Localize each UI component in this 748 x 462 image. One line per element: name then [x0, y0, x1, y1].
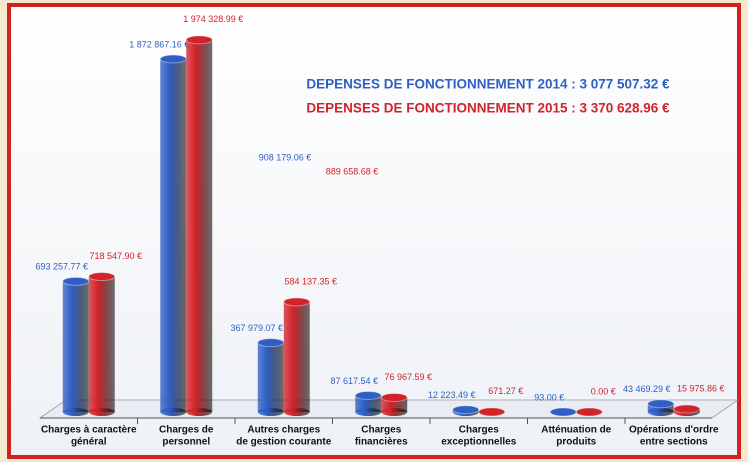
bar-body [283, 301, 310, 412]
value-label: 12 223.49 € [428, 390, 476, 400]
bar-top [380, 392, 408, 402]
bar-top [647, 399, 675, 409]
x-tick-label: Opérations d'ordre [629, 425, 719, 436]
bar [283, 297, 311, 416]
value-label: 693 257.77 € [35, 262, 88, 272]
bar-top [575, 407, 603, 417]
bar-body [355, 395, 382, 412]
frame [7, 3, 741, 459]
bar [62, 276, 90, 416]
value-label: 43 469.29 € [623, 384, 671, 394]
value-label: 87 617.54 € [330, 376, 378, 386]
x-tick-label: exceptionnelles [441, 437, 516, 448]
x-tick-label: général [71, 437, 107, 448]
bar-top [159, 54, 187, 64]
bar-top [88, 272, 116, 282]
bar [647, 399, 675, 416]
x-tick-label: Charges de [159, 425, 214, 436]
bar-body [88, 276, 115, 412]
bar-top [673, 404, 701, 414]
value-label: 1 872 867.16 € [129, 39, 189, 49]
annotation: 908 179.06 € [259, 152, 312, 162]
value-label: 584 137.35 € [284, 276, 337, 286]
bar [380, 392, 408, 416]
bar [88, 272, 116, 416]
bar-top [185, 35, 213, 45]
value-label: 367 979.07 € [230, 323, 283, 333]
x-tick-label: Charges [361, 425, 401, 436]
x-tick-label: Charges [459, 425, 499, 436]
bar [549, 407, 577, 417]
bar [354, 390, 382, 416]
value-label: 93.00 € [534, 392, 564, 402]
x-tick-label: Autres charges [247, 425, 320, 436]
bar-body [257, 342, 284, 412]
annotation: 889 658.68 € [326, 166, 379, 176]
bar [257, 338, 285, 416]
x-tick-label: Charges à caractère [41, 425, 137, 436]
bar [159, 54, 187, 416]
x-tick-label: entre sections [640, 437, 708, 448]
bar-top [478, 407, 506, 417]
legend-entry: DEPENSES DE FONCTIONNEMENT 2014 : 3 077 … [306, 77, 670, 92]
bar [185, 35, 213, 416]
x-tick-label: de gestion courante [236, 437, 331, 448]
bar [478, 407, 506, 417]
x-tick-label: Atténuation de [541, 425, 611, 436]
bar-body [160, 58, 187, 412]
x-tick-label: financières [355, 437, 408, 448]
value-label: 718 547.90 € [89, 251, 142, 261]
bar-top [452, 405, 480, 415]
bar-body [381, 397, 408, 412]
bar-body [647, 403, 674, 412]
bar [575, 407, 603, 417]
value-label: 76 967.59 € [384, 372, 432, 382]
bar-body [186, 39, 213, 412]
bar-top [257, 338, 285, 348]
bar-top [549, 407, 577, 417]
bar [673, 404, 701, 416]
bar-top [354, 390, 382, 400]
value-label: 15 975.86 € [677, 383, 725, 393]
value-label: 0.00 € [591, 386, 616, 396]
bar-body [62, 281, 89, 412]
bar-top [283, 297, 311, 307]
x-tick-label: personnel [162, 437, 210, 448]
x-tick-label: produits [556, 437, 596, 448]
value-label: 1 974 328.99 € [183, 14, 243, 24]
legend-entry: DEPENSES DE FONCTIONNEMENT 2015 : 3 370 … [306, 101, 670, 116]
value-label: 671.27 € [488, 386, 523, 396]
bar-top [62, 276, 90, 286]
bar [452, 405, 480, 416]
